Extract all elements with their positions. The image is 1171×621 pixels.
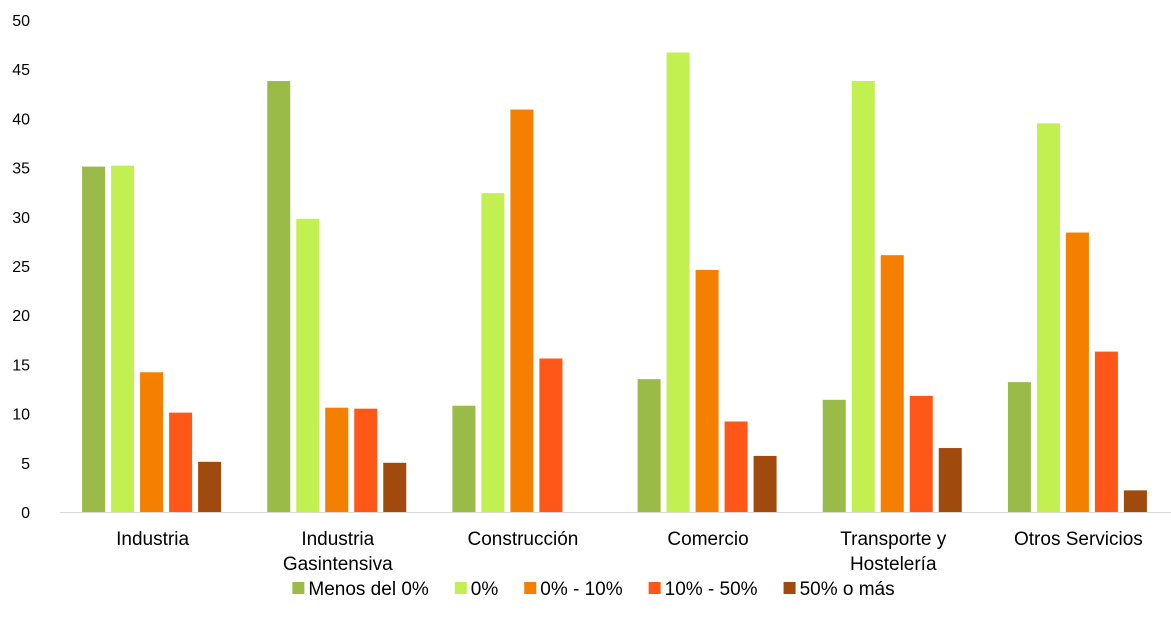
bar <box>354 408 378 512</box>
bar <box>111 165 135 512</box>
bar <box>637 379 661 512</box>
bar <box>539 358 563 512</box>
y-tick-label: 45 <box>12 62 30 79</box>
bar <box>666 52 690 513</box>
bar <box>383 462 407 512</box>
y-axis: 0 5 10 15 20 25 30 35 40 45 50 <box>12 13 30 522</box>
y-tick-label: 30 <box>12 210 30 227</box>
bar <box>82 166 106 512</box>
x-tick-label: Gasintensiva <box>283 554 393 575</box>
bar <box>909 395 933 512</box>
bar <box>452 405 476 512</box>
legend-label: 10% - 50% <box>665 579 758 600</box>
y-tick-label: 0 <box>21 505 30 522</box>
legend-swatch <box>454 582 467 594</box>
x-tick-label: Industria <box>301 529 374 550</box>
bar <box>1094 351 1118 512</box>
bar <box>880 255 904 512</box>
y-tick-label: 20 <box>12 308 30 325</box>
bar <box>325 407 349 512</box>
y-tick-label: 40 <box>12 111 30 128</box>
x-axis: Industria Industria Gasintensiva Construcci… <box>116 529 1143 575</box>
bar <box>1007 382 1031 512</box>
bar <box>822 399 846 512</box>
bar <box>481 193 505 512</box>
legend-label: 50% o más <box>800 579 895 600</box>
plot-area <box>82 52 1147 513</box>
y-tick-label: 5 <box>21 456 30 473</box>
legend-swatch <box>524 582 537 594</box>
bar <box>169 412 193 512</box>
bar <box>296 218 320 512</box>
bar <box>198 461 222 512</box>
bar <box>267 81 291 513</box>
x-tick-label: Hostelería <box>850 554 937 575</box>
bar <box>938 448 962 512</box>
bar <box>140 372 164 512</box>
legend-swatch <box>292 582 305 594</box>
bar <box>851 81 875 513</box>
bar <box>753 455 777 512</box>
y-tick-label: 35 <box>12 161 30 178</box>
bar <box>1036 123 1060 512</box>
x-tick-label: Transporte y <box>840 529 946 550</box>
x-tick-label: Comercio <box>667 529 748 550</box>
x-tick-label: Industria <box>116 529 189 550</box>
y-tick-label: 25 <box>12 259 30 276</box>
bar <box>695 269 719 512</box>
y-tick-label: 50 <box>12 13 30 30</box>
legend-label: 0% <box>471 579 499 600</box>
bar <box>510 109 534 512</box>
bar <box>724 421 748 512</box>
x-tick-label: Otros Servicios <box>1014 529 1143 550</box>
legend-label: 0% - 10% <box>540 579 622 600</box>
legend-swatch <box>783 582 796 594</box>
x-tick-label: Construcción <box>467 529 578 550</box>
legend: Menos del 0% 0% 0% - 10% 10% - 50% 50% o más <box>292 579 895 600</box>
legend-swatch <box>648 582 661 594</box>
y-tick-label: 10 <box>12 407 30 424</box>
bar <box>1065 232 1089 512</box>
bar <box>1123 490 1147 512</box>
legend-label: Menos del 0% <box>308 579 429 600</box>
y-tick-label: 15 <box>12 357 30 374</box>
